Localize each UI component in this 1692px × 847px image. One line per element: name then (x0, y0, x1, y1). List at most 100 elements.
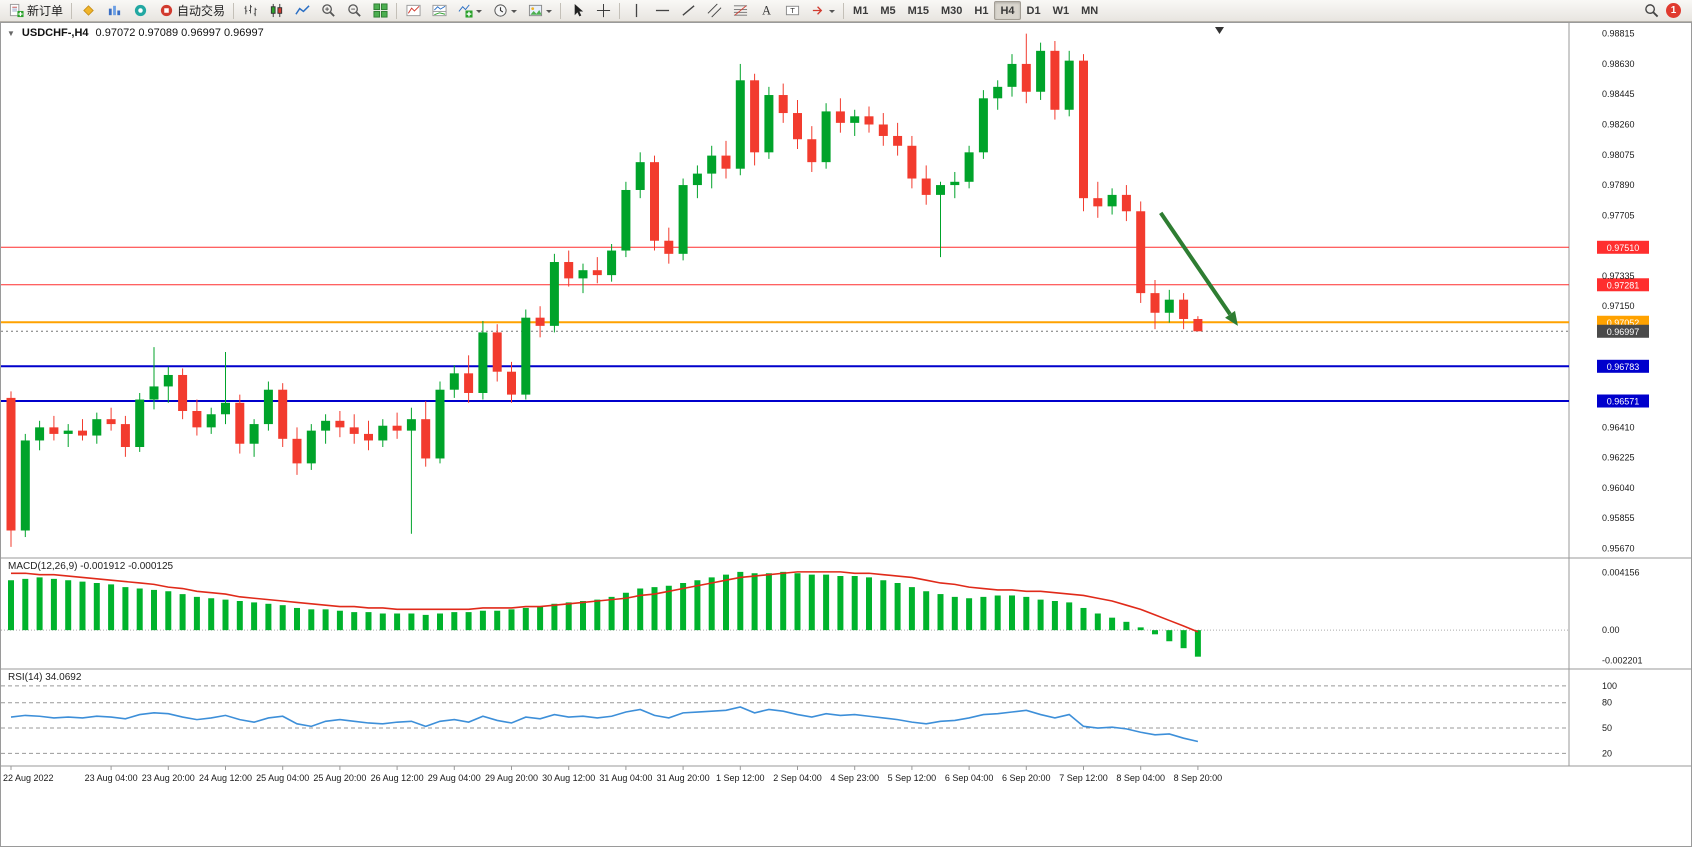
notification-badge[interactable]: 1 (1666, 3, 1681, 18)
timeframe-h1-button[interactable]: H1 (968, 1, 994, 20)
candle (392, 412, 402, 439)
timeframe-mn-button[interactable]: MN (1075, 1, 1104, 20)
candle (521, 309, 531, 400)
chart-bars-button[interactable] (237, 1, 263, 20)
chart-candles-button[interactable] (263, 1, 289, 20)
svg-text:23 Aug 04:00: 23 Aug 04:00 (85, 773, 138, 783)
tile-windows-icon (372, 3, 388, 18)
indicator-windows-button[interactable] (426, 1, 452, 20)
candle (964, 145, 974, 189)
svg-text:25 Aug 20:00: 25 Aug 20:00 (313, 773, 366, 783)
chart-canvas[interactable]: 0.97510 0.97281 0.97052 0.96783 0.96571 0.969… (1, 23, 1691, 846)
timeframe-d1-button[interactable]: D1 (1021, 1, 1047, 20)
ohlc-readout: 0.97072 0.97089 0.96997 0.96997 (95, 27, 264, 39)
zoom-out-icon (346, 3, 362, 18)
svg-text:0.96225: 0.96225 (1602, 453, 1635, 463)
crosshair-button[interactable] (590, 1, 616, 20)
svg-text:0.97150: 0.97150 (1602, 301, 1635, 311)
timeframe-m30-button[interactable]: M30 (935, 1, 968, 20)
price-line-axis-label (1597, 240, 1649, 254)
timeframe-m1-button[interactable]: M1 (847, 1, 874, 20)
timeframe-m15-button[interactable]: M15 (902, 1, 935, 20)
terminal-icon (106, 3, 122, 18)
svg-text:0.98075: 0.98075 (1602, 150, 1635, 160)
search-button[interactable] (1638, 1, 1664, 20)
terminal-button[interactable] (101, 1, 127, 20)
candle (1121, 185, 1131, 222)
timeframe-m5-button[interactable]: M5 (874, 1, 901, 20)
candle (249, 419, 259, 457)
rsi-axis[interactable]: 100 80 50 20 (1602, 681, 1617, 758)
vertical-line-button[interactable] (623, 1, 649, 20)
candle (421, 401, 431, 467)
zoom-out-button[interactable] (341, 1, 367, 20)
time-axis[interactable]: 22 Aug 2022 23 Aug 04:00 23 Aug 20:00 24 Au… (3, 766, 1222, 783)
horizontal-line-button[interactable] (649, 1, 675, 20)
candle (1164, 289, 1174, 323)
tile-windows-button[interactable] (367, 1, 393, 20)
price-line-axis-label (1597, 278, 1649, 292)
price-line-objects[interactable]: 0.97510 0.97281 0.97052 0.96783 0.96571 (1, 240, 1649, 408)
text-label-icon: T (784, 3, 800, 18)
templates-button[interactable] (522, 1, 557, 20)
candle (63, 424, 73, 448)
dropdown-caret-icon (511, 9, 518, 16)
chart-shift-marker[interactable] (1215, 27, 1224, 34)
main-toolbar: 新订单 自动交易 (0, 0, 1692, 22)
candle (850, 109, 860, 136)
candle (893, 122, 903, 156)
dropdown-caret-icon (476, 9, 483, 16)
fibonacci-button[interactable] (727, 1, 753, 20)
toolbar-separator (233, 2, 235, 19)
svg-text:23 Aug 20:00: 23 Aug 20:00 (142, 773, 195, 783)
candle (135, 392, 145, 452)
metaeditor-button[interactable] (75, 1, 101, 20)
candle (35, 420, 45, 451)
svg-text:0.004156: 0.004156 (1602, 567, 1640, 577)
svg-text:31 Aug 04:00: 31 Aug 04:00 (599, 773, 652, 783)
arrow-annotation[interactable] (1159, 211, 1238, 326)
pane-separators[interactable] (1, 23, 1691, 767)
auto-trading-button[interactable]: 自动交易 (153, 1, 230, 20)
text-button[interactable]: A (753, 1, 779, 20)
indicator-window-icon (431, 3, 447, 18)
channel-button[interactable] (701, 1, 727, 20)
candle (664, 227, 674, 264)
candle (864, 106, 874, 133)
svg-text:100: 100 (1602, 681, 1617, 691)
candle (163, 366, 173, 403)
indicators-button[interactable] (400, 1, 426, 20)
candlestick-chart-icon (268, 3, 284, 18)
candle (1036, 42, 1046, 100)
candle (278, 383, 288, 448)
rsi-line (10, 706, 1199, 743)
candle (378, 419, 388, 448)
macd-indicator-label: MACD(12,26,9) -0.001912 -0.000125 (8, 561, 174, 572)
trendline-button[interactable] (675, 1, 701, 20)
community-button[interactable] (127, 1, 153, 20)
add-indicator-button[interactable] (452, 1, 487, 20)
macd-axis[interactable]: 0.004156 0.00 -0.002201 (1602, 567, 1643, 665)
arr-objects-icon (810, 3, 826, 18)
price-axis[interactable]: 0.98815 0.98630 0.98445 0.98260 0.98075 0.978… (1602, 29, 1635, 554)
svg-text:24 Aug 12:00: 24 Aug 12:00 (199, 773, 252, 783)
new-order-icon (8, 3, 24, 18)
svg-text:0.00: 0.00 (1602, 625, 1620, 635)
chart-collapse-icon[interactable]: ▼ (7, 28, 15, 38)
svg-text:0.96410: 0.96410 (1602, 422, 1635, 432)
text-label-button[interactable]: T (779, 1, 805, 20)
zoom-in-button[interactable] (315, 1, 341, 20)
arrows-button[interactable] (805, 1, 840, 20)
periods-button[interactable] (487, 1, 522, 20)
cursor-button[interactable] (564, 1, 590, 20)
candle (507, 361, 516, 403)
candle (621, 181, 631, 258)
candle (878, 113, 888, 146)
timeframe-w1-button[interactable]: W1 (1047, 1, 1076, 20)
timeframe-h4-button[interactable]: H4 (994, 1, 1021, 20)
candle (406, 407, 416, 534)
new-order-button[interactable]: 新订单 (3, 1, 68, 20)
chart-line-button[interactable] (289, 1, 315, 20)
indicators-icon (405, 3, 421, 18)
candle (650, 155, 659, 251)
